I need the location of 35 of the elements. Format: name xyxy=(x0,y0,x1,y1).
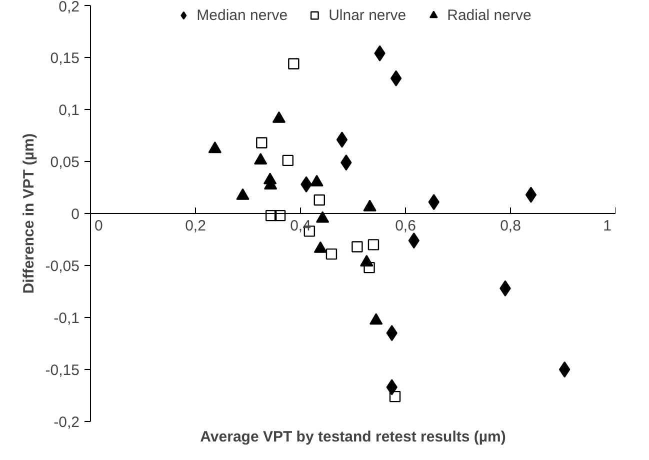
x-axis-title: Average VPT by testand retest results (µm) xyxy=(200,428,506,446)
point xyxy=(274,210,286,222)
legend-label: Median nerve xyxy=(196,6,288,24)
x-tick-label: 1 xyxy=(603,218,612,234)
point xyxy=(282,154,294,166)
point xyxy=(256,137,268,148)
y-tick-label: -0,2 xyxy=(54,414,80,431)
y-tick-label: -0,15 xyxy=(45,362,80,379)
y-axis-title: Difference in VPT (µm) xyxy=(20,133,38,294)
point xyxy=(266,210,277,222)
point xyxy=(368,239,380,250)
y-tick-label: 0,2 xyxy=(58,0,80,16)
point xyxy=(390,70,402,86)
y-tick-label: 0,05 xyxy=(50,154,80,171)
point xyxy=(288,58,300,70)
point xyxy=(326,248,338,260)
point xyxy=(336,132,348,148)
point xyxy=(558,361,570,378)
point xyxy=(525,186,537,203)
legend-label: Ulnar nerve xyxy=(328,6,406,24)
point xyxy=(364,262,375,274)
x-tick-label: 0,8 xyxy=(500,218,521,234)
x-tick-label: 0,2 xyxy=(185,218,206,234)
point xyxy=(352,241,363,252)
x-tick-label: 0,4 xyxy=(290,218,311,234)
y-tick-label: 0,1 xyxy=(58,102,80,119)
x-tick-label: 0 xyxy=(94,218,103,234)
y-tick-label: 0 xyxy=(71,206,80,223)
y-tick-label: -0,05 xyxy=(45,258,80,275)
point xyxy=(314,194,325,206)
legend-label: Radial nerve xyxy=(447,6,532,24)
point xyxy=(389,390,401,402)
y-tick-label: 0,15 xyxy=(50,50,80,67)
x-tick-label: 0,6 xyxy=(395,218,416,234)
y-tick-label: -0,1 xyxy=(54,310,80,327)
